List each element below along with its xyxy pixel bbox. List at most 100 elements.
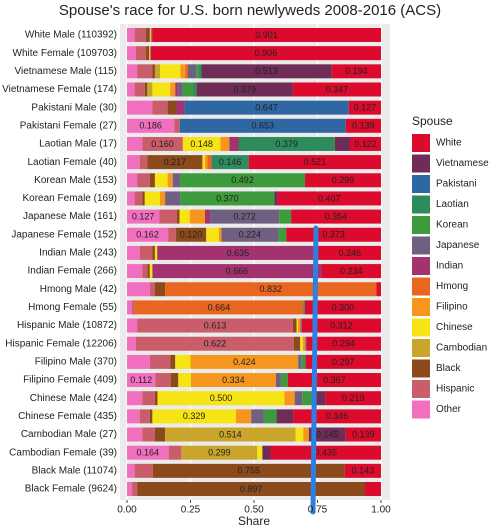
y-tick-label: Pakistani Female (27): [20, 120, 117, 131]
bar-segment: [207, 155, 212, 170]
data-label: 0.424: [233, 357, 256, 367]
x-tick-label: 0.75: [308, 505, 328, 516]
bar-segment: [210, 209, 280, 224]
bar-segment: [179, 118, 346, 133]
bar-segment: [196, 64, 199, 79]
x-tick-label: 0.25: [181, 505, 201, 516]
bar-segment: [305, 354, 381, 369]
bar-segment: [296, 318, 298, 333]
bar-segment: [191, 373, 276, 388]
bar-segment: [287, 373, 381, 388]
data-label: 0.246: [338, 248, 361, 258]
bar-segment: [149, 264, 153, 279]
y-tick-label: Indian Female (266): [28, 266, 118, 277]
data-label: 0.354: [325, 211, 348, 221]
bar-segment: [295, 427, 304, 442]
bar-segment: [135, 46, 147, 61]
bar-segment: [167, 100, 177, 115]
y-tick-label: Pakistani Male (30): [31, 102, 117, 113]
bar-segment: [152, 64, 155, 79]
bar-segment: [196, 82, 293, 97]
bar-segment: [155, 373, 171, 388]
bar-segment: [157, 245, 319, 260]
bar-segment: [364, 482, 381, 496]
x-tick-label: 0.00: [117, 505, 137, 516]
bar-segment: [331, 64, 381, 79]
bar-segment: [134, 300, 304, 315]
bar-segment: [160, 191, 166, 206]
bar-segment: [376, 282, 381, 297]
bar-segment: [201, 64, 332, 79]
bar-segment: [174, 118, 180, 133]
bar-segment: [152, 245, 155, 260]
bar-segment: [181, 445, 258, 460]
y-tick-label: Indian Male (243): [39, 248, 117, 259]
legend-key: [412, 277, 430, 296]
data-label: 0.312: [330, 320, 353, 330]
legend-key: [412, 175, 430, 193]
bar-segment: [257, 445, 263, 460]
data-label: 0.112: [130, 375, 152, 385]
bar-segment: [127, 409, 140, 424]
data-label: 0.435: [314, 448, 337, 458]
bar-segment: [345, 427, 381, 442]
data-label: 0.272: [233, 211, 256, 221]
y-tick-label: Black Female (9624): [25, 484, 117, 495]
bar-segment: [149, 282, 155, 297]
bar-segment: [170, 373, 179, 388]
bar-segment: [179, 209, 190, 224]
bar-segment: [305, 336, 307, 351]
bar-segment: [280, 373, 288, 388]
y-tick-label: Vietnamese Female (174): [2, 84, 117, 95]
legend-label: Chinese: [436, 322, 473, 333]
bar-segment: [127, 46, 136, 61]
bar-segment: [134, 191, 143, 206]
x-tick-label: 0.50: [244, 505, 264, 516]
bar-segment: [127, 354, 150, 369]
bar-segment: [172, 173, 181, 188]
bar-segment: [175, 227, 207, 242]
legend-label: Pakistani: [436, 179, 477, 190]
bar-segment: [221, 227, 279, 242]
legend-label: Korean: [436, 220, 468, 231]
bar-segment: [127, 482, 133, 496]
legend-key: [412, 257, 430, 275]
bar-segment: [302, 391, 313, 406]
bar-segment: [305, 173, 381, 188]
bar-segment: [300, 336, 303, 351]
legend-key: [412, 339, 430, 357]
data-label: 0.294: [332, 339, 355, 349]
data-label: 0.162: [136, 230, 159, 240]
data-label: 0.622: [204, 339, 227, 349]
bar-segment: [149, 46, 150, 61]
data-label: 0.299: [332, 175, 355, 185]
bar-segment: [321, 264, 381, 279]
data-label: 0.647: [255, 103, 278, 113]
bar-segment: [284, 391, 295, 406]
bar-segment: [286, 227, 381, 242]
bar-segment: [175, 82, 178, 97]
data-label: 0.146: [219, 157, 242, 167]
y-tick-label: Filipino Male (370): [35, 357, 117, 368]
bar-segment: [178, 373, 192, 388]
bar-segment: [277, 191, 381, 206]
data-label: 0.299: [208, 448, 231, 458]
data-label: 0.329: [183, 411, 206, 421]
bar-segment: [139, 155, 148, 170]
legend-key: [412, 359, 430, 378]
data-label: 0.379: [233, 84, 256, 94]
data-label: 0.297: [332, 357, 355, 367]
bar-segment: [137, 318, 293, 333]
y-tick-label: Laotian Female (40): [28, 157, 118, 168]
bar-segment: [127, 118, 175, 133]
y-tick-label: Black Male (11074): [32, 465, 117, 476]
bar-segment: [248, 155, 381, 170]
bar-segment: [149, 409, 153, 424]
bar-segment: [127, 227, 169, 242]
bar-segment: [270, 445, 381, 460]
data-label: 0.219: [342, 393, 365, 403]
data-label: 0.127: [132, 211, 155, 221]
y-tick-label: Hispanic Male (10872): [17, 320, 117, 331]
y-tick-label: Japanese Male (161): [23, 211, 117, 222]
bar-segment: [291, 209, 381, 224]
